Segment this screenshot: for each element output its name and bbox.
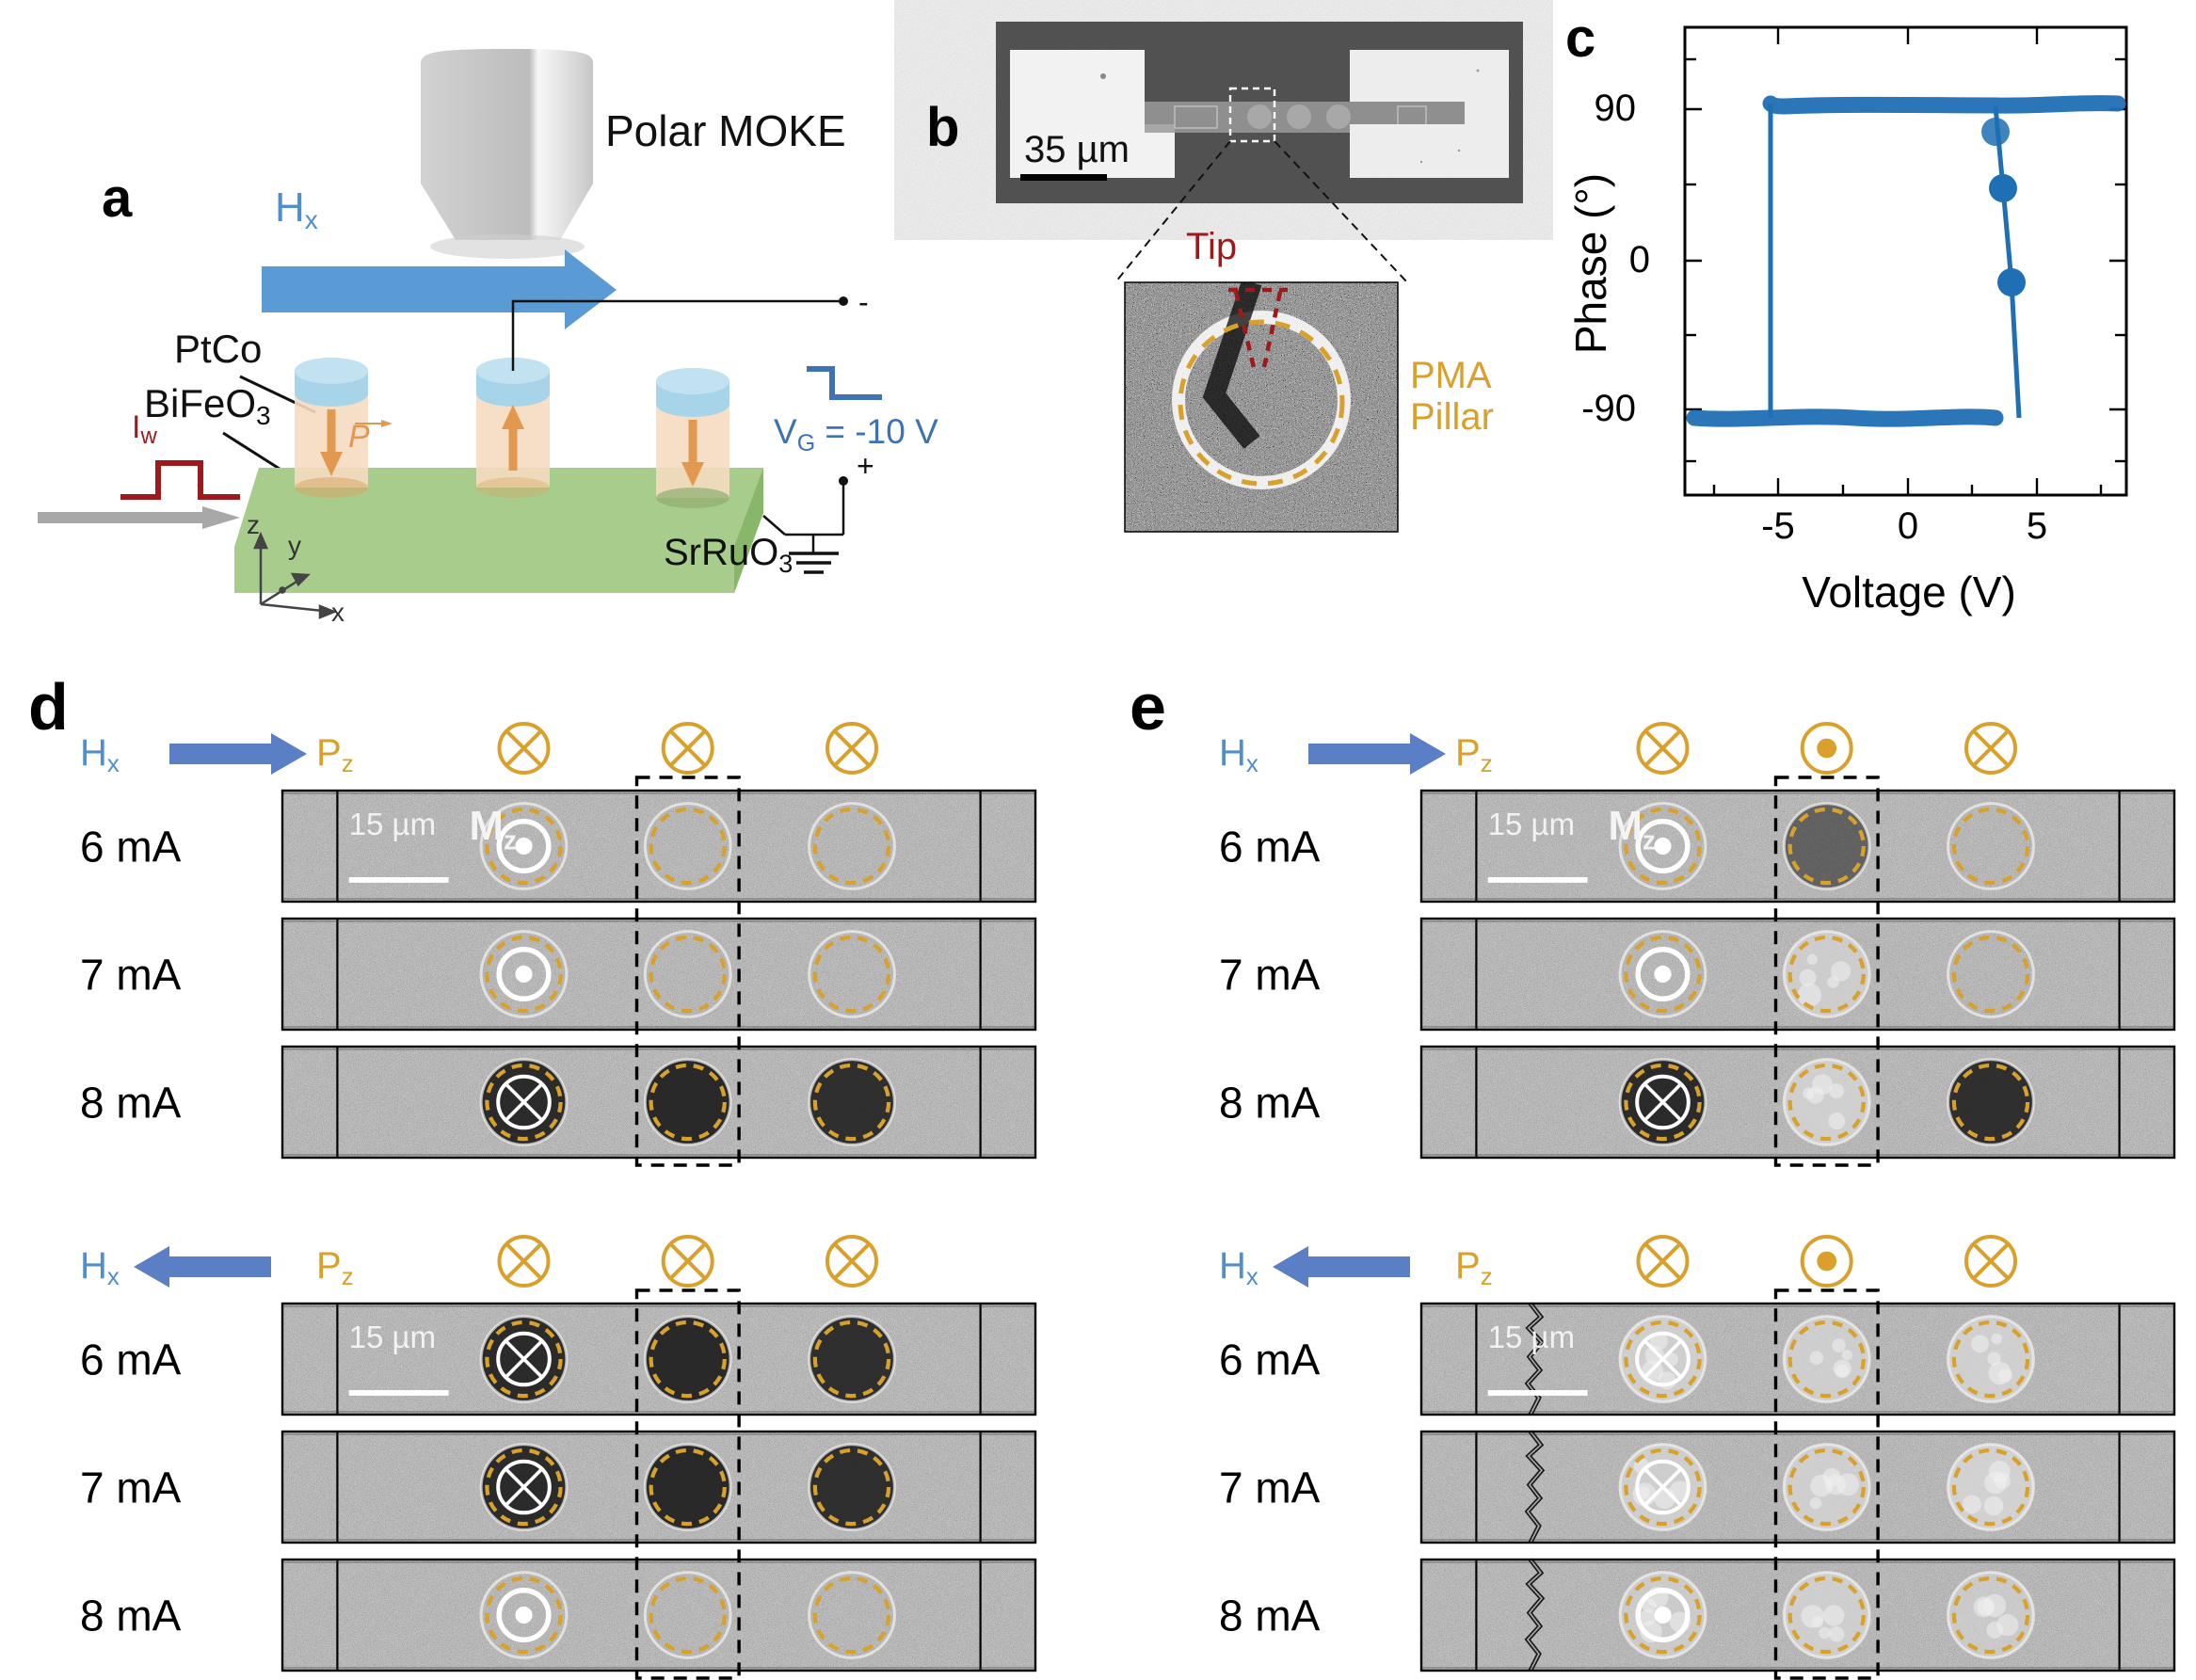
svg-text:x: x — [331, 598, 345, 627]
svg-text:6 mA: 6 mA — [1219, 823, 1321, 872]
svg-text:7 mA: 7 mA — [80, 1464, 182, 1512]
svg-text:b: b — [926, 97, 959, 158]
svg-text:15 µm: 15 µm — [349, 1320, 436, 1354]
svg-text:Hx: Hx — [1219, 1245, 1258, 1290]
svg-text:6 mA: 6 mA — [80, 823, 182, 872]
svg-text:c: c — [1565, 8, 1595, 69]
svg-text:90: 90 — [1595, 88, 1637, 129]
svg-text:SrRuO3: SrRuO3 — [664, 532, 793, 578]
svg-text:a: a — [102, 168, 133, 229]
svg-text:8 mA: 8 mA — [80, 1079, 182, 1128]
svg-text:8 mA: 8 mA — [1219, 1592, 1321, 1640]
svg-text:-90: -90 — [1581, 388, 1636, 429]
svg-text:Hx: Hx — [1219, 732, 1258, 777]
svg-text:Pz: Pz — [316, 732, 354, 777]
svg-text:0: 0 — [1898, 505, 1918, 547]
svg-text:7 mA: 7 mA — [1219, 951, 1321, 1000]
svg-text:Pillar: Pillar — [1410, 396, 1494, 438]
svg-text:0: 0 — [1629, 239, 1650, 280]
svg-text:Hx: Hx — [80, 732, 120, 777]
svg-text:7 mA: 7 mA — [80, 951, 182, 1000]
svg-text:15 µm: 15 µm — [1488, 807, 1575, 841]
svg-text:6 mA: 6 mA — [1219, 1336, 1321, 1384]
svg-text:6 mA: 6 mA — [80, 1336, 182, 1384]
svg-text:PtCo: PtCo — [174, 327, 262, 371]
svg-text:y: y — [288, 531, 301, 560]
svg-text:15 µm: 15 µm — [349, 807, 436, 841]
svg-text:PMA: PMA — [1410, 355, 1492, 396]
svg-text:8 mA: 8 mA — [1219, 1079, 1321, 1128]
svg-text:Tip: Tip — [1186, 226, 1237, 267]
svg-text:e: e — [1130, 670, 1166, 744]
svg-text:Voltage (V): Voltage (V) — [1802, 568, 2016, 616]
svg-text:z: z — [247, 510, 260, 539]
svg-text:7 mA: 7 mA — [1219, 1464, 1321, 1512]
svg-text:Polar MOKE: Polar MOKE — [605, 106, 846, 155]
svg-text:8 mA: 8 mA — [80, 1592, 182, 1640]
svg-text:+: + — [857, 449, 874, 483]
svg-text:-: - — [858, 285, 869, 319]
svg-text:Pz: Pz — [1455, 1245, 1493, 1290]
svg-text:Phase (°): Phase (°) — [1566, 173, 1615, 354]
svg-text:5: 5 — [2027, 505, 2047, 547]
svg-text:-5: -5 — [1761, 505, 1795, 547]
svg-text:BiFeO3: BiFeO3 — [144, 381, 271, 430]
svg-text:Pz: Pz — [1455, 732, 1493, 777]
svg-text:Hx: Hx — [80, 1245, 120, 1290]
svg-text:Hx: Hx — [275, 184, 318, 234]
svg-text:35 µm: 35 µm — [1024, 129, 1130, 170]
svg-text:Pz: Pz — [316, 1245, 354, 1290]
svg-text:15 µm: 15 µm — [1488, 1320, 1575, 1354]
svg-text:d: d — [28, 670, 69, 744]
